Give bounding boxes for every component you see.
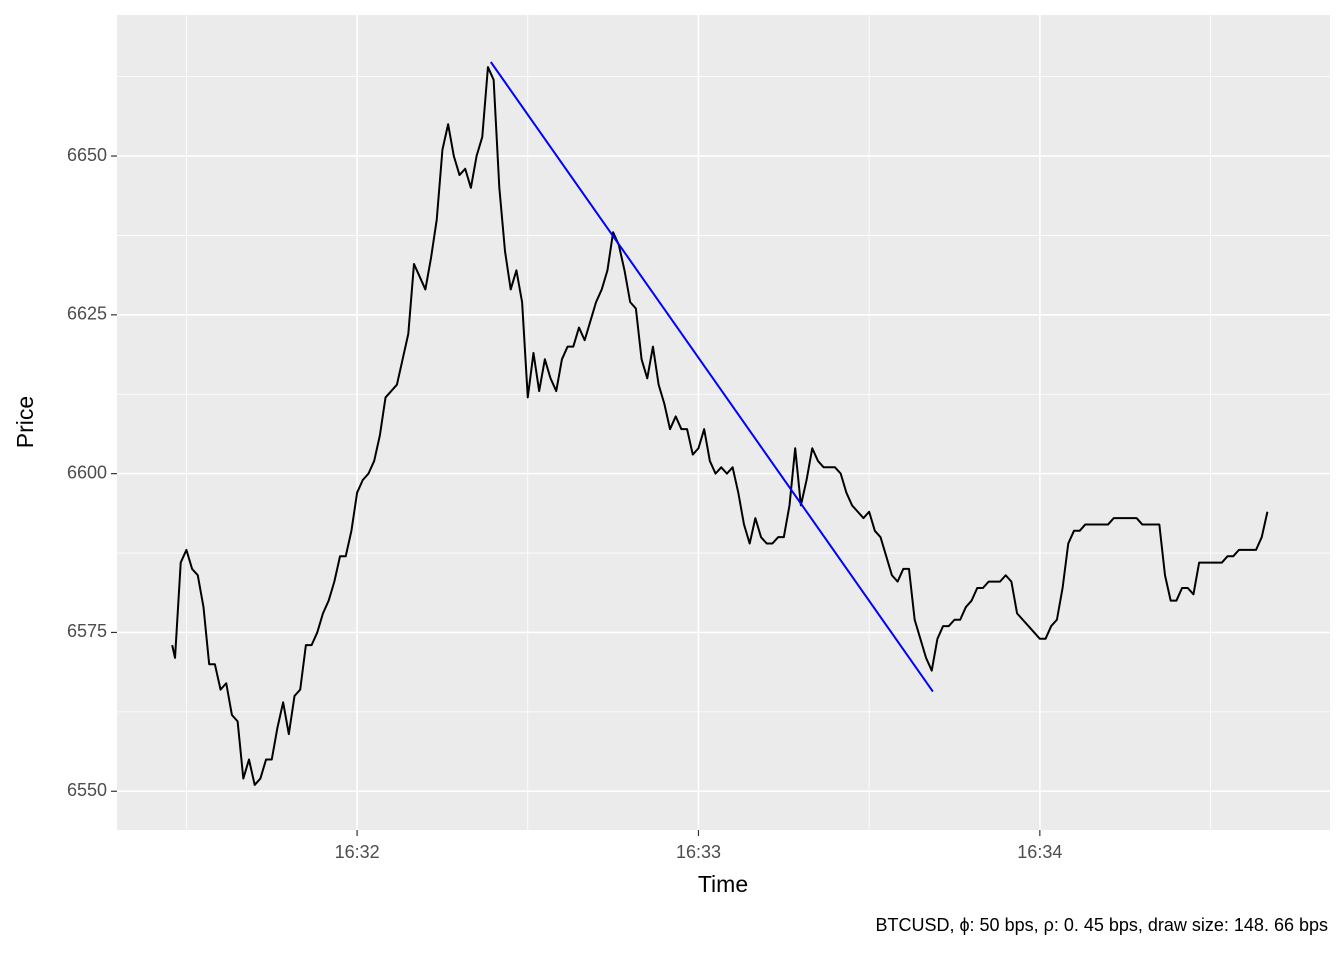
axes: 6550 6575 6600 6625 6650 16:32 16:33 16:34 [67,145,1062,862]
y-tick-label: 6600 [67,462,107,482]
line [171,66,1269,786]
y-tick-label: 6575 [67,621,107,641]
y-tick-label: 6650 [67,145,107,165]
marks [171,61,1269,786]
grid [117,15,1330,830]
x-tick-label: 16:33 [676,842,721,862]
line [489,61,934,693]
plot-panel [117,15,1330,830]
y-tick-label: 6550 [67,780,107,800]
y-tick-label: 6625 [67,304,107,324]
y-axis-title: Price [12,396,38,448]
x-tick-label: 16:34 [1017,842,1062,862]
x-tick-label: 16:32 [335,842,380,862]
caption: BTCUSD, ϕ: 50 bps, ρ: 0. 45 bps, draw si… [875,915,1328,935]
x-axis-title: Time [698,871,748,897]
